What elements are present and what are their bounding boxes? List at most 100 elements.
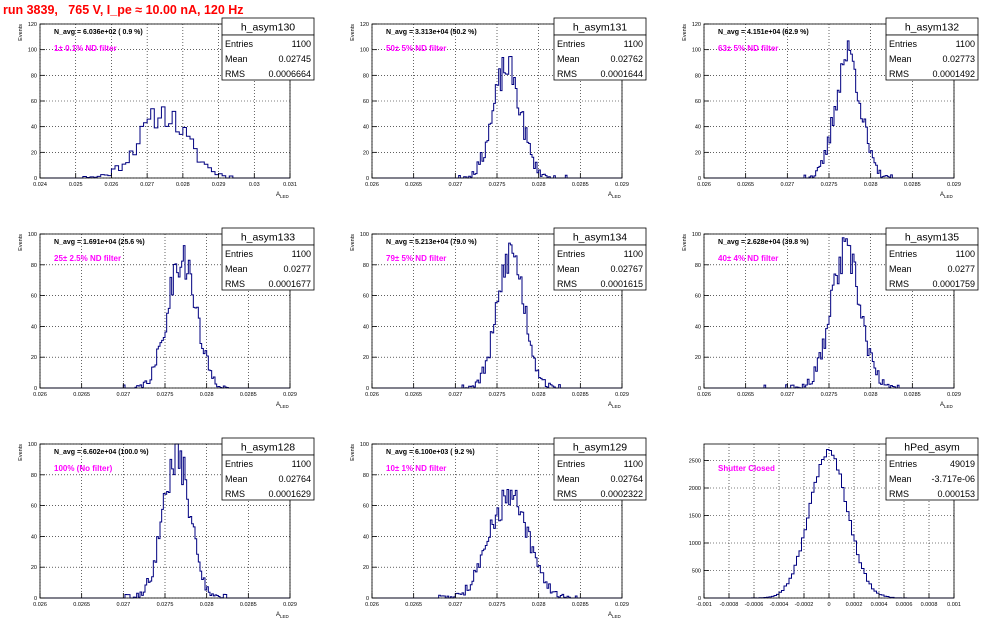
x-tick-label: 0.025 [69,182,83,188]
stat-key: Entries [557,249,586,259]
x-tick-label: -0.0004 [770,602,789,608]
stat-value: 1100 [624,459,643,469]
stat-key: RMS [225,279,245,289]
x-tick-label: 0.0265 [73,602,90,608]
histogram-panel-hPed_asym: -0.001 -0.0008 -0.0006 -0.0004 -0.0002 0 0.000… [689,437,979,608]
stat-key: Mean [225,264,248,274]
y-tick-label: 40 [695,324,701,330]
y-tick-label: 80 [31,263,37,269]
x-tick-label: 0.0285 [572,182,589,188]
y-tick-label: 20 [31,355,37,361]
histogram-panel-h_asym135: 0.026 0.0265 0.027 0.0275 0.028 0.0285 0.029 0 2… [682,227,979,409]
x-tick-label: 0.029 [947,182,961,188]
histogram-panel-h_asym130: 0.024 0.025 0.026 0.027 0.028 0.029 0.03 0.031 0… [18,17,315,199]
stat-value: 1100 [292,39,311,49]
filter-label: 40± 4% ND filter [718,254,778,263]
stat-value: 1100 [624,39,643,49]
y-tick-label: 60 [31,504,37,510]
stat-value: 1100 [624,249,643,259]
stat-value: 0.0001629 [268,489,311,499]
x-axis-label: ALED [276,612,290,619]
y-tick-label: 40 [363,534,369,540]
y-tick-label: 100 [692,48,701,54]
stat-value: 0.0001644 [600,69,643,79]
x-tick-label: 0.028 [864,182,878,188]
x-tick-label: -0.0008 [720,602,739,608]
x-tick-label: 0.0275 [489,392,506,398]
histogram-name: hPed_asym [904,442,960,454]
stat-key: Entries [889,39,918,49]
x-tick-label: 0.028 [176,182,190,188]
histogram-panel-h_asym131: 0.026 0.0265 0.027 0.0275 0.028 0.0285 0.029 0 2… [350,17,647,199]
y-tick-label: 60 [31,294,37,300]
y-tick-label: 80 [31,473,37,479]
y-tick-label: 20 [363,150,369,156]
y-tick-label: 100 [28,48,37,54]
x-tick-label: 0.027 [780,392,794,398]
x-tick-label: 0.027 [448,182,462,188]
y-axis-label: Events [682,234,688,251]
navg-label: N_avg = 2.628e+04 (39.8 %) [718,239,809,246]
x-tick-label: 0.0002 [846,602,863,608]
x-tick-label: 0.029 [615,182,629,188]
y-tick-label: 80 [363,73,369,79]
filter-label: 1± 0.1% ND filter [54,44,117,53]
y-axis-label: Events [350,444,356,461]
y-tick-label: 80 [363,263,369,269]
x-tick-label: 0.0265 [405,602,422,608]
x-tick-label: 0.001 [947,602,961,608]
stat-value: 0.0001677 [268,279,311,289]
stats-box [885,454,979,501]
filter-label: 79± 5% ND filter [386,254,446,263]
stat-value: 0.02773 [942,54,975,64]
stats-box [553,454,647,501]
y-axis-label: Events [18,444,24,461]
navg-label: N_avg = 3.313e+04 (50.2 %) [386,29,477,36]
y-tick-label: 80 [695,73,701,79]
stat-key: Entries [889,249,918,259]
stats-box [553,34,647,81]
stat-key: Entries [225,459,254,469]
y-tick-label: 20 [31,565,37,571]
x-tick-label: 0.026 [365,392,379,398]
stat-value: 0.0006664 [268,69,311,79]
histogram-panel-h_asym133: 0.026 0.0265 0.027 0.0275 0.028 0.0285 0.029 0 2… [18,227,315,409]
stat-key: Entries [889,459,918,469]
stat-key: Mean [225,54,248,64]
histogram-name: h_asym133 [241,232,295,244]
histogram-name: h_asym130 [241,22,295,34]
x-tick-label: 0.026 [33,392,47,398]
stat-value: 0.02762 [610,54,643,64]
y-tick-label: 500 [692,569,701,575]
histogram-panel-h_asym129: 0.026 0.0265 0.027 0.0275 0.028 0.0285 0.029 0 2… [350,437,647,619]
x-tick-label: 0.027 [116,392,130,398]
stat-key: RMS [557,279,577,289]
x-tick-label: 0.026 [365,602,379,608]
stat-value: 1100 [292,249,311,259]
stat-value: 0.02745 [278,54,311,64]
x-tick-label: 0.0285 [572,392,589,398]
y-tick-label: 80 [31,73,37,79]
x-tick-label: 0.029 [283,602,297,608]
histogram-name: h_asym134 [573,232,627,244]
x-tick-label: 0.029 [615,602,629,608]
stat-key: Mean [889,474,912,484]
stat-value: 0.0002322 [600,489,643,499]
navg-label: N_avg = 4.151e+04 (62.9 %) [718,29,809,36]
y-tick-label: 0 [366,596,369,602]
x-tick-label: 0.029 [212,182,226,188]
stat-value: 0.0001492 [932,69,975,79]
x-tick-label: 0.027 [140,182,154,188]
stat-value: 0.0277 [947,264,975,274]
x-tick-label: -0.0002 [795,602,814,608]
filter-label: Shutter Closed [718,464,775,473]
y-tick-label: 60 [695,99,701,105]
stat-value: -3.717e-06 [931,474,975,484]
stat-key: RMS [889,279,909,289]
histogram-name: h_asym131 [573,22,627,34]
x-tick-label: 0.029 [615,392,629,398]
y-tick-label: 80 [363,473,369,479]
stats-box [221,454,315,501]
filter-label: 50± 5% ND filter [386,44,446,53]
filter-label: 25± 2.5% ND filter [54,254,121,263]
